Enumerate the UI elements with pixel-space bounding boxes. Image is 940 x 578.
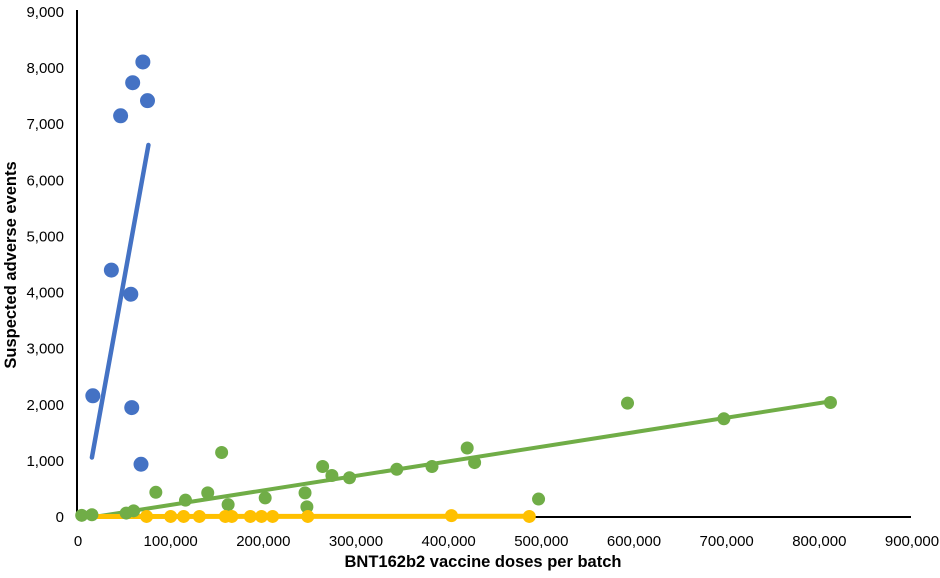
- green-data-point: [127, 504, 141, 518]
- y-tick-label: 3,000: [26, 341, 64, 358]
- green-data-point: [298, 486, 312, 500]
- green-data-point: [300, 500, 314, 514]
- yellow-data-point: [225, 509, 239, 523]
- green-data-point: [532, 492, 546, 506]
- blue-data-point: [140, 93, 155, 109]
- yellow-data-point: [301, 509, 315, 523]
- blue-data-point: [135, 54, 151, 70]
- green-data-point: [343, 471, 357, 485]
- green-data-point: [149, 485, 163, 499]
- axes: [76, 10, 911, 518]
- yellow-data-point: [164, 509, 178, 523]
- yellow-data-point: [243, 509, 257, 523]
- green-data-point: [221, 498, 235, 512]
- y-axis-title: Suspected adverse events: [2, 161, 20, 368]
- blue-data-point: [124, 400, 140, 416]
- y-tick-label: 6,000: [26, 172, 64, 189]
- x-tick-label: 200,000: [236, 533, 290, 550]
- x-tick-label: 400,000: [422, 533, 476, 550]
- data-series: [75, 54, 837, 523]
- x-tick-label: 300,000: [329, 533, 383, 550]
- y-tick-label: 1,000: [26, 453, 64, 470]
- green-data-point: [75, 508, 89, 522]
- green-data-point: [325, 468, 339, 482]
- yellow-data-point: [254, 509, 268, 523]
- green-data-point: [717, 412, 731, 426]
- yellow-data-point: [266, 509, 280, 523]
- blue-data-point: [133, 456, 149, 472]
- x-tick-label: 0: [74, 533, 82, 550]
- green-trendline: [91, 399, 833, 519]
- blue-data-point: [85, 388, 101, 404]
- yellow-data-point: [444, 509, 458, 523]
- y-tick-label: 8,000: [26, 60, 64, 77]
- blue-data-point: [123, 286, 139, 302]
- y-tick-label: 4,000: [26, 285, 64, 302]
- y-tick-label: 9,000: [26, 4, 64, 21]
- green-data-point: [823, 396, 837, 410]
- green-data-point: [621, 396, 635, 410]
- yellow-data-point: [192, 509, 206, 523]
- x-tick-label: 800,000: [792, 533, 846, 550]
- green-data-point: [316, 460, 330, 473]
- blue-data-point: [113, 108, 129, 124]
- green-data-point: [258, 491, 272, 505]
- green-data-point: [215, 445, 229, 459]
- yellow-data-point: [177, 509, 191, 523]
- green-data-point: [390, 462, 404, 476]
- green-data-point: [460, 441, 474, 455]
- y-tick-label: 2,000: [26, 397, 64, 414]
- y-tick-label: 5,000: [26, 228, 64, 245]
- y-tick-label: 7,000: [26, 116, 64, 133]
- blue-trendline: [89, 142, 151, 460]
- x-tick-label: 700,000: [700, 533, 754, 550]
- x-tick-label: 500,000: [514, 533, 568, 550]
- y-tick-label: 0: [56, 509, 64, 526]
- green-data-point: [178, 493, 192, 507]
- green-data-point: [85, 508, 99, 522]
- yellow-data-point: [140, 509, 154, 523]
- yellow-data-point: [522, 509, 536, 523]
- x-tick-label: 600,000: [607, 533, 661, 550]
- green-data-point: [201, 486, 215, 500]
- x-tick-label: 900,000: [885, 533, 939, 550]
- blue-data-point: [125, 75, 141, 91]
- x-axis-title: BNT162b2 vaccine doses per batch: [345, 553, 622, 571]
- x-tick-label: 100,000: [144, 533, 198, 550]
- green-data-point: [468, 456, 482, 470]
- green-data-point: [425, 460, 439, 473]
- blue-data-point: [103, 262, 119, 278]
- tick-labels: 0 100,000 200,000 300,000 400,000 500,000 600,…: [26, 4, 939, 550]
